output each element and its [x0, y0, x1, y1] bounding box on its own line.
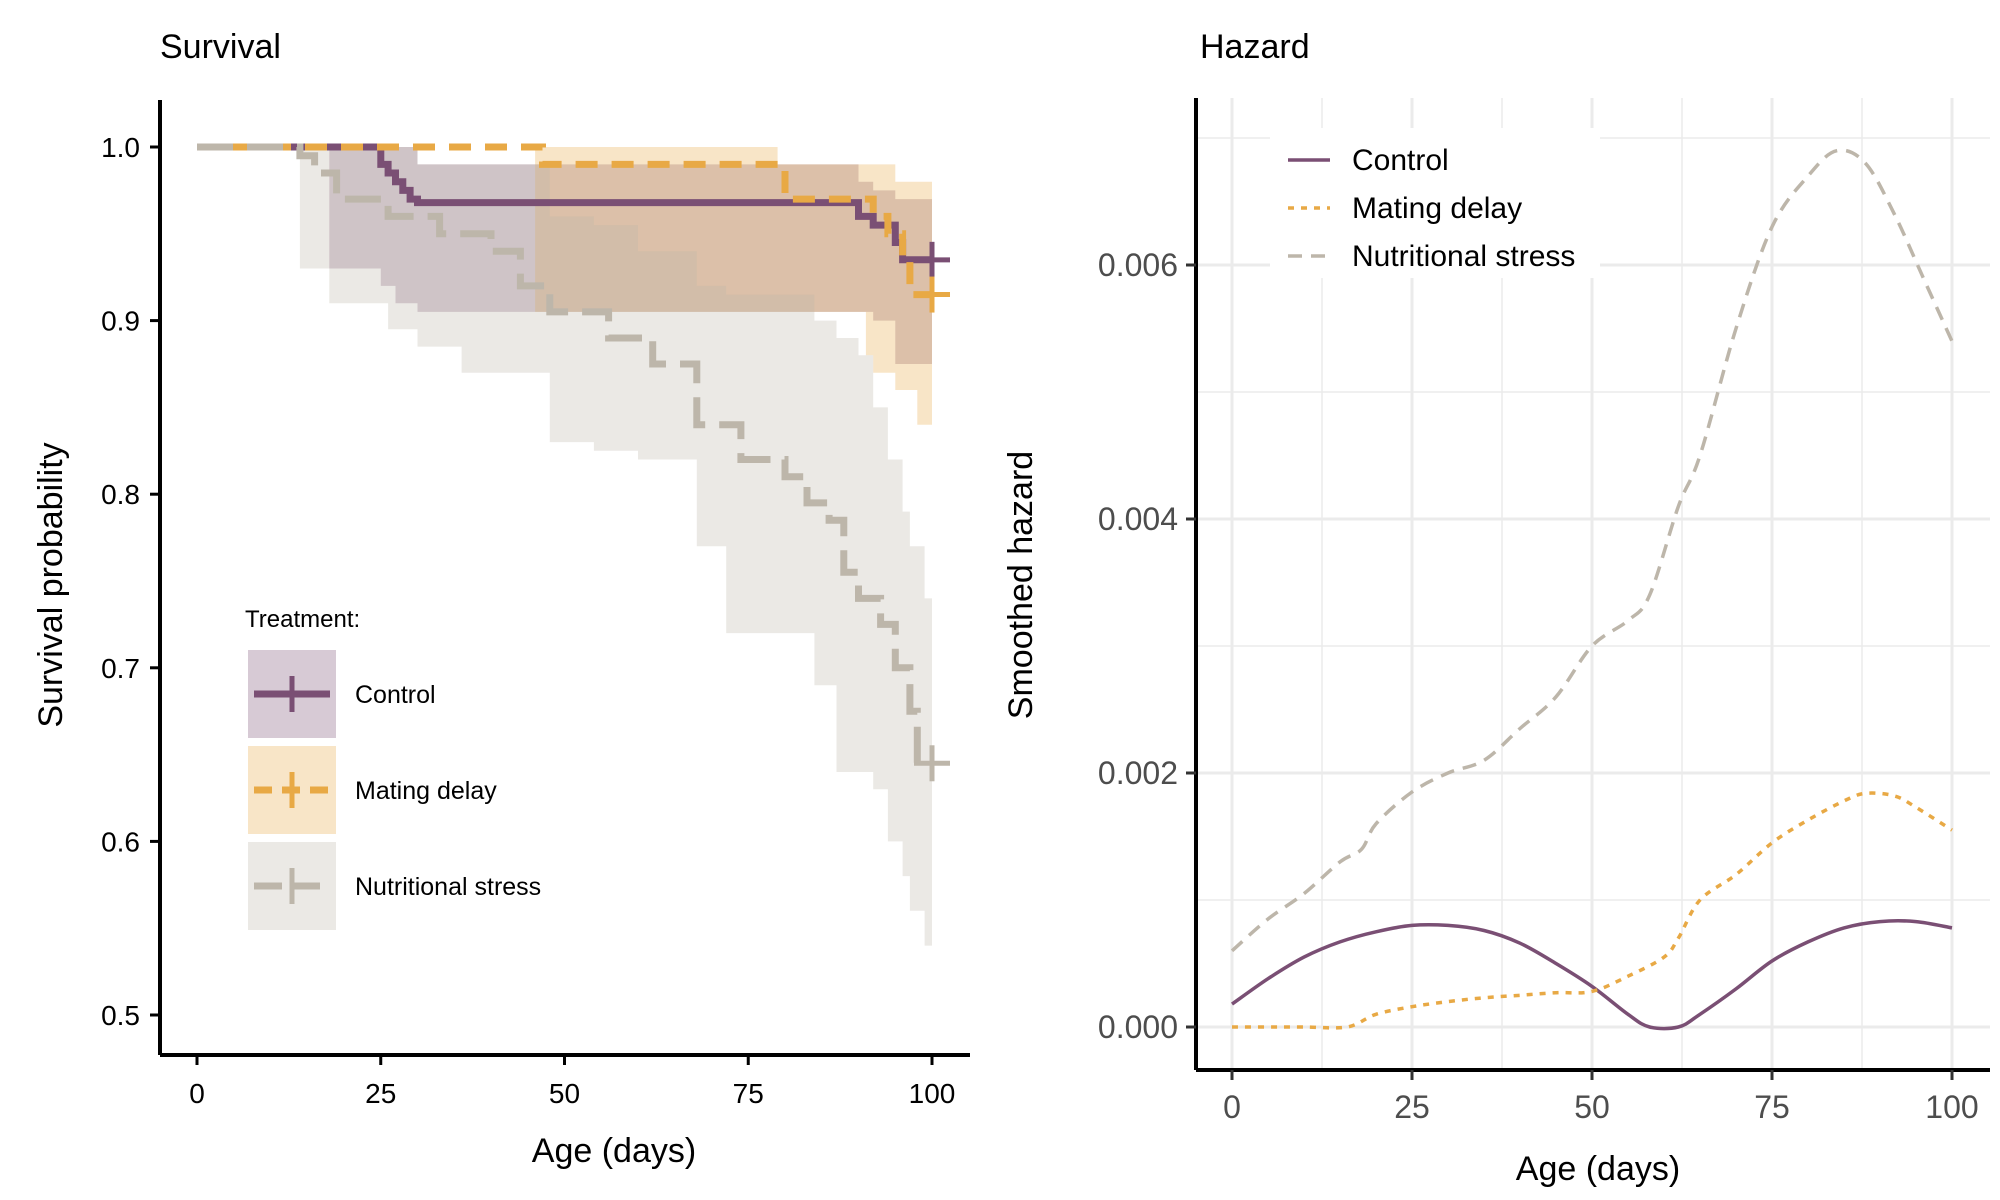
hazard-x-tick-label: 25	[1394, 1089, 1430, 1125]
survival-y-axis-label: Survival probability	[32, 442, 70, 727]
survival-legend: Treatment: Control Mating delay Nutritiona…	[245, 606, 541, 930]
hazard-curve-control	[1230, 919, 1953, 1031]
survival-title: Survival	[160, 28, 281, 66]
hazard-y-axis-label: Smoothed hazard	[1002, 451, 1040, 719]
survival-y-tick-label: 0.6	[101, 826, 140, 857]
survival-x-tick-label: 50	[549, 1078, 580, 1109]
hazard-legend-label-control: Control	[1352, 144, 1449, 177]
survival-x-tick-label: 75	[733, 1078, 764, 1109]
hazard-x-tick-label: 100	[1925, 1089, 1978, 1125]
hazard-curves	[1230, 148, 1954, 1031]
hazard-title: Hazard	[1200, 28, 1310, 66]
hazard-y-tick-label: 0.000	[1098, 1009, 1178, 1045]
survival-y-tick-label: 1.0	[101, 132, 140, 163]
survival-y-tick-label: 0.8	[101, 479, 140, 510]
hazard-x-tick-label: 50	[1574, 1089, 1610, 1125]
survival-ci-bands	[241, 147, 933, 946]
hazard-x-axis-label: Age (days)	[1516, 1150, 1680, 1188]
hazard-y-tick-label: 0.004	[1098, 501, 1178, 537]
survival-x-tick-label: 25	[365, 1078, 396, 1109]
survival-curve-mating-delay	[197, 143, 932, 299]
survival-y-tick-label: 0.7	[101, 653, 140, 684]
legend-label-mating-delay: Mating delay	[355, 777, 497, 805]
hazard-x-tick-label: 75	[1754, 1089, 1790, 1125]
survival-y-tick-label: 0.5	[101, 1000, 140, 1031]
hazard-axes: 0 25 50 75 100 0.000 0.002 0.004 0.006	[1098, 98, 1990, 1125]
hazard-legend-label-mating-delay: Mating delay	[1352, 192, 1522, 225]
hazard-legend-background	[1270, 128, 1600, 278]
hazard-x-tick-label: 0	[1223, 1089, 1241, 1125]
legend-label-control: Control	[355, 681, 436, 709]
legend-label-nutritional-stress: Nutritional stress	[355, 873, 541, 901]
survival-panel: Survival 0 25 50 75 100 0.5 0.6 0.7 0.8 0.9 1.0 Ag…	[32, 28, 970, 1170]
survival-ci-mating-delay	[241, 147, 933, 425]
hazard-y-tick-label: 0.002	[1098, 755, 1178, 791]
survival-x-axis-label: Age (days)	[532, 1132, 696, 1170]
hazard-y-tick-label: 0.006	[1098, 247, 1178, 283]
survival-x-tick-label: 100	[909, 1078, 956, 1109]
survival-axes: 0 25 50 75 100 0.5 0.6 0.7 0.8 0.9 1.0	[101, 100, 970, 1109]
survival-x-tick-label: 0	[189, 1078, 205, 1109]
survival-curve-control	[197, 143, 932, 264]
hazard-legend: Control Mating delay Nutritional stress	[1270, 128, 1600, 278]
hazard-curve-nutritional-stress	[1230, 148, 1954, 953]
hazard-panel: Hazard 0 25 50 75 100 0.000 0.002 0.004 0.006 Ag…	[1002, 28, 1990, 1188]
hazard-legend-label-nutritional-stress: Nutritional stress	[1352, 240, 1575, 273]
survival-curves	[197, 143, 950, 782]
survival-y-tick-label: 0.9	[101, 306, 140, 337]
hazard-curve-mating-delay	[1232, 791, 1953, 1030]
survival-ci-nutritional-stress	[299, 147, 932, 946]
survival-curve-nutritional-stress	[197, 143, 932, 767]
survival-legend-title: Treatment:	[245, 606, 360, 633]
